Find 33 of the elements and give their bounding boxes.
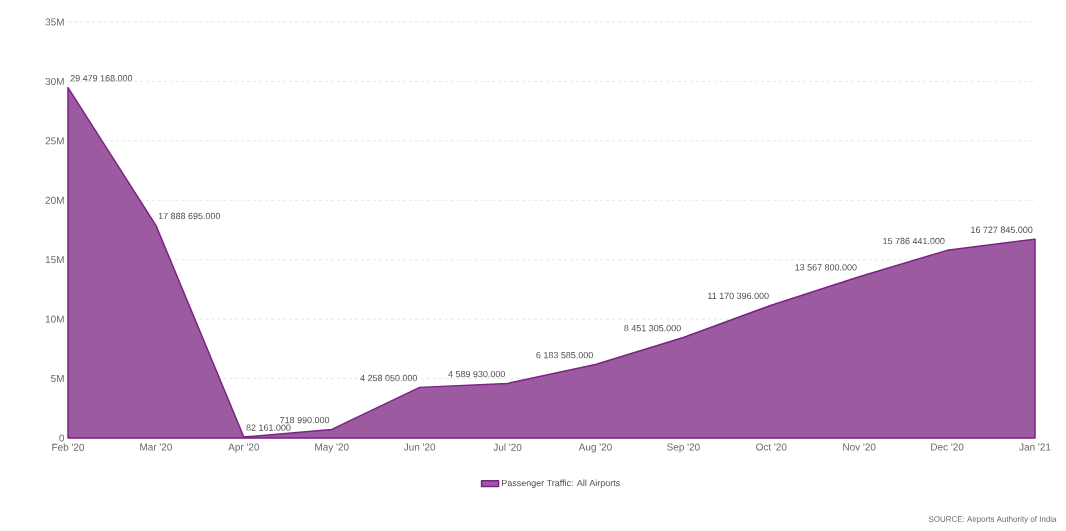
data-label: 15 786 441.000 bbox=[883, 237, 945, 245]
y-tick-label: 10M bbox=[45, 315, 64, 323]
legend-label: Passenger Traffic: All Airports bbox=[502, 479, 620, 488]
data-label: 4 258 050.000 bbox=[360, 374, 418, 382]
y-tick-label: 0 bbox=[59, 434, 65, 442]
x-tick-label: Feb '20 bbox=[52, 443, 85, 451]
x-tick-label: Apr '20 bbox=[228, 443, 260, 453]
data-label: 6 183 585.000 bbox=[536, 351, 593, 359]
x-tick-label: Nov '20 bbox=[843, 443, 876, 451]
data-label: 718 990.000 bbox=[280, 416, 330, 424]
y-tick-label: 20M bbox=[45, 196, 64, 204]
x-tick-label: Aug '20 bbox=[578, 443, 612, 453]
y-tick-label: 35M bbox=[45, 18, 64, 26]
data-label: 8 451 305.000 bbox=[624, 324, 681, 332]
data-label: 13 567 800.000 bbox=[795, 264, 857, 271]
y-tick-label: 15M bbox=[45, 256, 64, 264]
data-label: 82 161.000 bbox=[246, 424, 291, 431]
data-label: 11 170 396.000 bbox=[708, 292, 769, 300]
x-tick-label: Dec '20 bbox=[931, 443, 964, 451]
y-tick-label: 30M bbox=[45, 77, 64, 85]
x-tick-label: Jan '21 bbox=[1019, 443, 1051, 451]
data-label: 17 888 695.000 bbox=[158, 212, 221, 220]
x-tick-label: May '20 bbox=[315, 443, 349, 453]
y-tick-label: 25M bbox=[45, 137, 64, 145]
data-label: 4 589 930.000 bbox=[448, 370, 505, 378]
x-tick-label: Jul '20 bbox=[493, 443, 522, 451]
x-tick-label: Jun '20 bbox=[403, 443, 436, 451]
y-tick-label: 5M bbox=[51, 375, 64, 383]
x-tick-label: Sep '20 bbox=[667, 443, 700, 453]
data-label: 16 727 845.000 bbox=[971, 226, 1033, 233]
x-tick-label: Oct '20 bbox=[756, 443, 787, 451]
data-label: 29 479 168.000 bbox=[70, 75, 133, 82]
x-tick-label: Mar '20 bbox=[140, 443, 172, 451]
